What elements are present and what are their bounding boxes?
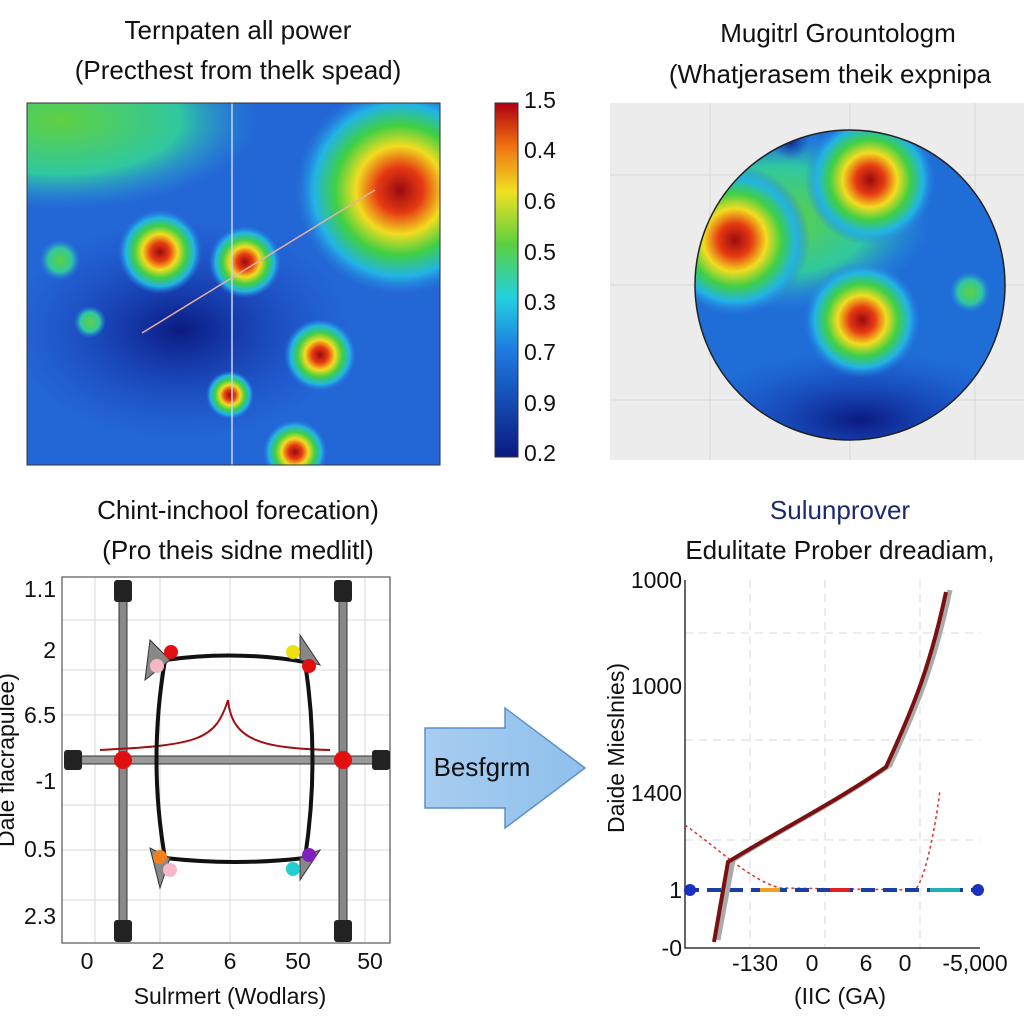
end-block [334, 920, 352, 942]
blob [263, 420, 327, 465]
x-tick-label: 2 [152, 948, 165, 974]
y-tick-label: 1 [669, 877, 682, 903]
blob [284, 319, 356, 391]
blob [27, 103, 260, 210]
signal [99, 699, 331, 751]
x-axis-title: (IIC (GA) [794, 983, 886, 1009]
frame [694, 129, 1006, 441]
marker [302, 848, 316, 862]
colorbar-label: 0.5 [524, 239, 556, 265]
panel-title: Sulunprover [770, 495, 911, 525]
colorbar-label: 0.7 [524, 339, 556, 365]
y-axis-title: Dale flacrapulee) [0, 673, 19, 847]
y-tick-label: 2.3 [24, 903, 56, 929]
x-tick-label: 0 [899, 950, 912, 976]
panel-title: Ternpaten all power [125, 15, 352, 45]
end-block [64, 750, 82, 770]
panel-subtitle: (Whatjerasem theik expnipa [669, 59, 992, 89]
blob [295, 103, 440, 295]
x-axis-title: Sulrmert (Wodlars) [134, 983, 327, 1009]
blob [74, 306, 106, 338]
marker [286, 862, 300, 876]
end-block [114, 580, 132, 602]
y-tick-label: 0.5 [24, 836, 56, 862]
colorbar-label: 0.6 [524, 188, 556, 214]
colorbar-label: 0.9 [524, 390, 556, 416]
blob [118, 210, 202, 294]
heatmap [27, 103, 440, 465]
x-tick-label: 50 [285, 948, 311, 974]
y-axis-title: Daide Mieslnies) [603, 663, 629, 833]
x-tick-label: 6 [860, 950, 873, 976]
marker [164, 645, 178, 659]
end-block [334, 580, 352, 602]
colorbar-labels: 1.5 0.4 0.6 0.5 0.3 0.7 0.9 0.2 [524, 87, 556, 466]
colorbar [494, 102, 519, 458]
panel-subtitle: Edulitate Prober dreadiam, [685, 535, 994, 565]
marker [114, 751, 132, 769]
x-tick-label: -130 [732, 950, 778, 976]
end-block [372, 750, 390, 770]
colorbar-label: 0.2 [524, 440, 556, 466]
marker [286, 645, 300, 659]
y-tick-label: 1000 [631, 567, 682, 593]
curve [712, 591, 948, 943]
x-tick-label: 0 [81, 948, 94, 974]
blob [695, 350, 1005, 440]
y-tick-label: -1 [36, 768, 56, 794]
blob [206, 371, 254, 419]
blob [209, 226, 281, 298]
curve-shadow [715, 589, 953, 941]
colorbar-label: 1.5 [524, 87, 556, 113]
y-tick-label: 1.1 [24, 576, 56, 602]
marker [302, 659, 316, 673]
colorbar-label: 0.4 [524, 137, 556, 163]
panel-subtitle: (Pro theis sidne medlitl) [102, 535, 374, 565]
y-tick-label: 1400 [631, 780, 682, 806]
colorbar-label: 0.3 [524, 289, 556, 315]
endpoint [972, 884, 984, 896]
x-tick-label: 50 [357, 948, 383, 974]
blob [950, 272, 990, 312]
x-tick-label: 0 [806, 950, 819, 976]
blob [40, 240, 80, 280]
blob [804, 262, 920, 378]
grid [685, 580, 980, 948]
y-tick-label: 2 [43, 637, 56, 663]
markers [114, 645, 352, 877]
axes [684, 580, 980, 949]
marker [163, 863, 177, 877]
x-tick-label: -5,000 [942, 950, 1007, 976]
y-tick-label: 1000 [631, 673, 682, 699]
x-tick-label: 6 [224, 948, 237, 974]
marker [150, 659, 164, 673]
marker [334, 751, 352, 769]
frame [26, 102, 441, 466]
guide-line [141, 189, 376, 334]
end-block [114, 920, 132, 942]
endpoint [684, 884, 696, 896]
arrow [424, 706, 587, 830]
panel-title: Chint-inchool forecation) [97, 495, 379, 525]
y-tick-label: 6.5 [24, 702, 56, 728]
blob [805, 130, 935, 245]
y-tick-label: -0 [662, 935, 682, 961]
arrow-label: Besfgrm [434, 752, 531, 782]
panel-title: Mugitrl Grountologm [720, 18, 956, 48]
marker [153, 850, 167, 864]
panel-subtitle: (Precthest from thelk spead) [75, 55, 402, 85]
